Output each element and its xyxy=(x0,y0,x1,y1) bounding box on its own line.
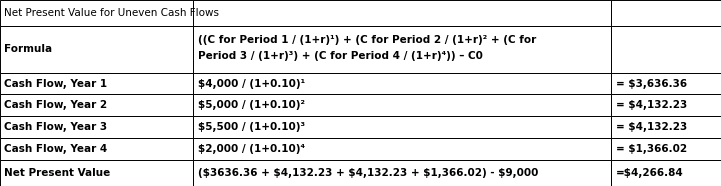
Text: ((C for Period 1 / (1+r)¹) + (C for Period 2 / (1+r)² + (C for: ((C for Period 1 / (1+r)¹) + (C for Peri… xyxy=(198,35,536,45)
Bar xyxy=(611,94,721,116)
Text: Formula: Formula xyxy=(4,44,53,54)
Bar xyxy=(0,94,193,116)
Text: =$4,266.84: =$4,266.84 xyxy=(616,168,684,178)
Bar xyxy=(611,73,721,94)
Text: Period 3 / (1+r)³) + (C for Period 4 / (1+r)⁴)) – C0: Period 3 / (1+r)³) + (C for Period 4 / (… xyxy=(198,51,482,61)
Text: Cash Flow, Year 2: Cash Flow, Year 2 xyxy=(4,100,107,110)
Bar xyxy=(0,138,193,160)
Bar xyxy=(611,116,721,138)
Text: = $3,636.36: = $3,636.36 xyxy=(616,78,687,89)
Text: ($3636.36 + $4,132.23 + $4,132.23 + $1,366.02) - $9,000: ($3636.36 + $4,132.23 + $4,132.23 + $1,3… xyxy=(198,168,538,178)
Bar xyxy=(193,138,611,160)
Text: Net Present Value for Uneven Cash Flows: Net Present Value for Uneven Cash Flows xyxy=(4,8,219,18)
Text: $5,500 / (1+0.10)³: $5,500 / (1+0.10)³ xyxy=(198,122,305,132)
Text: $2,000 / (1+0.10)⁴: $2,000 / (1+0.10)⁴ xyxy=(198,144,304,154)
Bar xyxy=(193,73,611,94)
Bar xyxy=(611,160,721,186)
Text: $4,000 / (1+0.10)¹: $4,000 / (1+0.10)¹ xyxy=(198,78,305,89)
Text: = $4,132.23: = $4,132.23 xyxy=(616,100,687,110)
Bar xyxy=(0,73,193,94)
Text: = $1,366.02: = $1,366.02 xyxy=(616,144,687,154)
Bar xyxy=(611,26,721,73)
Bar xyxy=(0,0,193,26)
Bar xyxy=(611,0,721,26)
Bar xyxy=(193,116,611,138)
Bar xyxy=(611,138,721,160)
Text: $5,000 / (1+0.10)²: $5,000 / (1+0.10)² xyxy=(198,100,304,110)
Text: Cash Flow, Year 4: Cash Flow, Year 4 xyxy=(4,144,107,154)
Bar xyxy=(0,26,193,73)
Text: Cash Flow, Year 1: Cash Flow, Year 1 xyxy=(4,78,107,89)
Bar xyxy=(0,160,193,186)
Text: = $4,132.23: = $4,132.23 xyxy=(616,122,687,132)
Text: Cash Flow, Year 3: Cash Flow, Year 3 xyxy=(4,122,107,132)
Bar xyxy=(0,116,193,138)
Text: Net Present Value: Net Present Value xyxy=(4,168,110,178)
Bar xyxy=(193,0,611,26)
Bar xyxy=(193,160,611,186)
Bar xyxy=(193,26,611,73)
Bar xyxy=(193,94,611,116)
